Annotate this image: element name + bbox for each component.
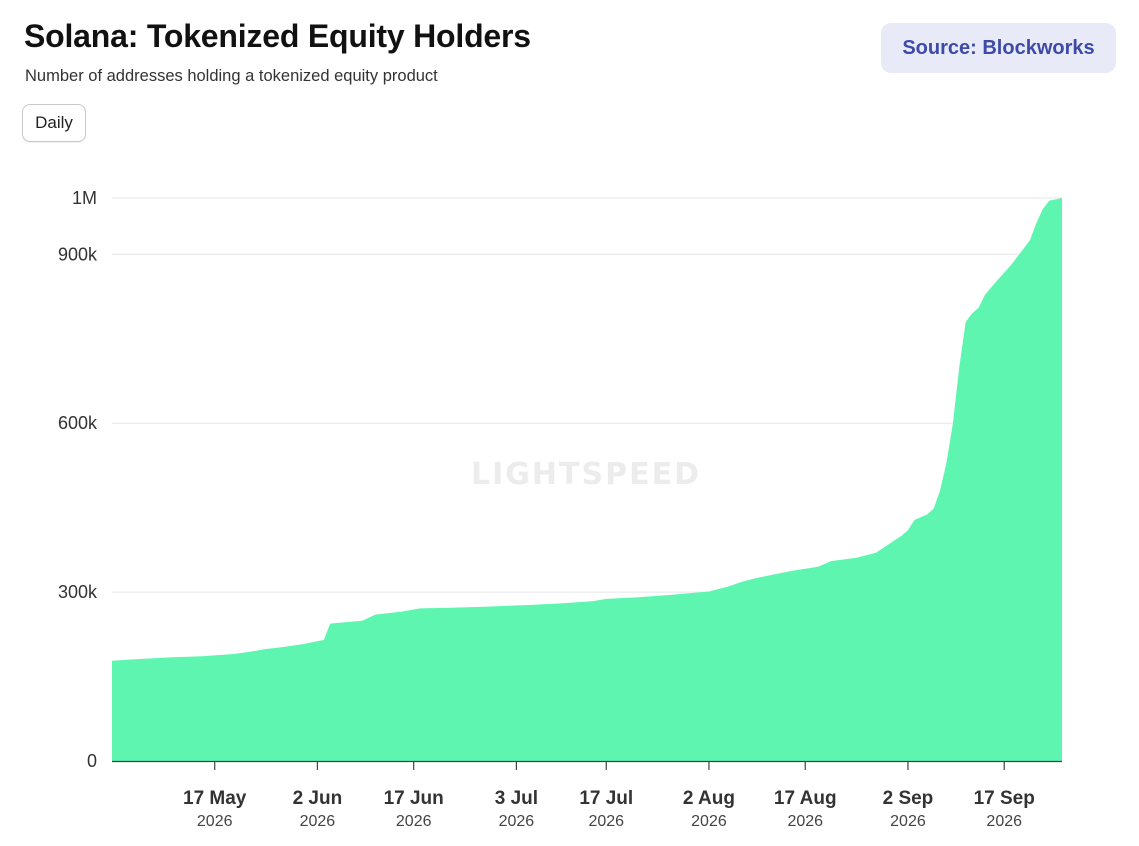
x-tick-year-label: 2026 bbox=[499, 813, 535, 830]
y-tick-label: 600k bbox=[58, 413, 98, 433]
x-tick-label: 2 Aug bbox=[683, 788, 735, 809]
x-tick-year-label: 2026 bbox=[986, 813, 1022, 830]
x-tick-year-label: 2026 bbox=[197, 813, 233, 830]
x-tick-year-label: 2026 bbox=[691, 813, 727, 830]
y-axis-labels: 0 300k 600k 900k 1M bbox=[58, 188, 98, 771]
y-tick-label: 900k bbox=[58, 244, 98, 264]
chart-subtitle: Number of addresses holding a tokenized … bbox=[25, 67, 438, 85]
x-axis-ticks: 17 May 2026 2 Jun 2026 17 Jun 2026 3 Jul 2026 17… bbox=[183, 761, 1035, 830]
watermark: LIGHTSPEED bbox=[471, 457, 701, 492]
x-tick-year-label: 2026 bbox=[588, 813, 624, 830]
x-tick-label: 17 Aug bbox=[774, 788, 837, 809]
x-tick-year-label: 2026 bbox=[300, 813, 336, 830]
x-tick-label: 17 Sep bbox=[974, 788, 1035, 809]
y-tick-label: 0 bbox=[87, 751, 97, 771]
x-tick-year-label: 2026 bbox=[787, 813, 823, 830]
x-tick-label: 17 Jun bbox=[384, 788, 444, 809]
y-tick-label: 300k bbox=[58, 582, 98, 602]
x-tick-label: 2 Sep bbox=[883, 788, 934, 809]
series-area bbox=[112, 198, 1062, 761]
x-tick-label: 17 Jul bbox=[579, 788, 633, 809]
x-tick-label: 2 Jun bbox=[293, 788, 343, 809]
x-tick-label: 3 Jul bbox=[495, 788, 538, 809]
interval-daily-button[interactable]: Daily bbox=[22, 104, 86, 142]
y-tick-label: 1M bbox=[72, 188, 97, 208]
x-tick-year-label: 2026 bbox=[396, 813, 432, 830]
source-badge: Source: Blockworks bbox=[881, 23, 1116, 73]
x-tick-label: 17 May bbox=[183, 788, 247, 809]
chart-title: Solana: Tokenized Equity Holders bbox=[24, 18, 531, 54]
x-tick-year-label: 2026 bbox=[890, 813, 926, 830]
